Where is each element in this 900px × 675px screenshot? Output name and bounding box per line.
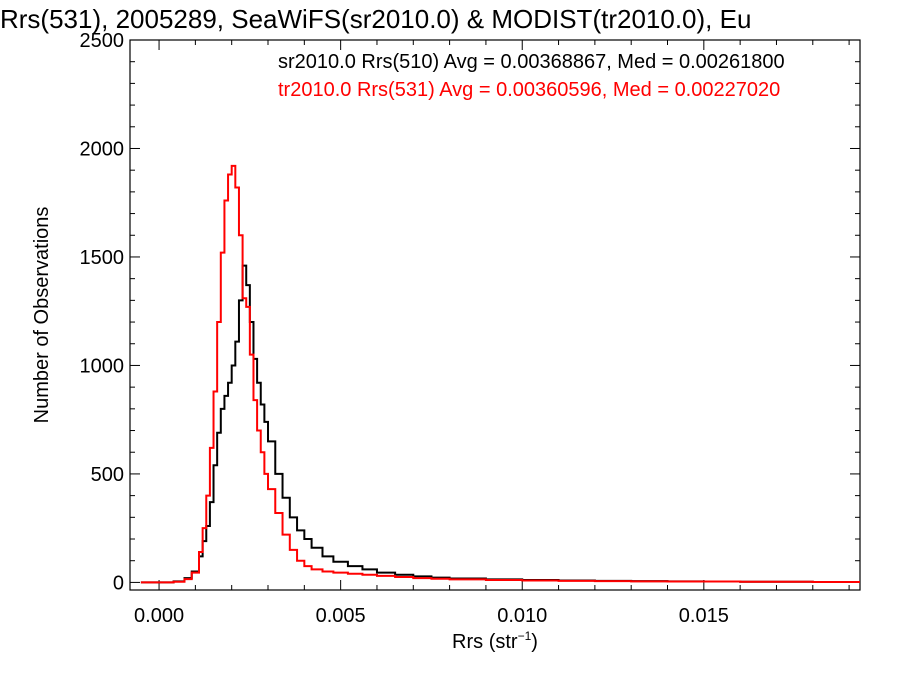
- x-axis-label-end: ): [531, 631, 538, 653]
- y-tick-label: 1500: [80, 247, 125, 269]
- series-group: [140, 164, 860, 584]
- y-axis: 0 500 1000 1500 2000 2500: [80, 30, 860, 594]
- x-tick-label: 0.000: [134, 605, 184, 627]
- x-tick-label: 0.015: [679, 605, 729, 627]
- x-axis: 0.000 0.005 0.010 0.015: [134, 40, 850, 627]
- legend-entry-black: sr2010.0 Rrs(510) Avg = 0.00368867, Med …: [278, 51, 785, 73]
- x-axis-label-main: Rrs (str: [452, 631, 518, 653]
- y-tick-label: 1000: [80, 355, 125, 377]
- x-axis-label: Rrs (str−1): [452, 629, 538, 653]
- plot-frame: [129, 39, 861, 591]
- y-tick-label: 500: [91, 464, 124, 486]
- legend-entry-red: tr2010.0 Rrs(531) Avg = 0.00360596, Med …: [278, 79, 780, 101]
- x-tick-label: 0.010: [497, 605, 547, 627]
- y-tick-label: 0: [113, 572, 124, 594]
- series-line-0: [140, 264, 860, 584]
- y-axis-label: Number of Observations: [31, 207, 53, 424]
- chart-title: Rrs(531), 2005289, SeaWiFS(sr2010.0) & M…: [0, 4, 751, 34]
- y-tick-label: 2000: [80, 138, 125, 160]
- series-line-1: [140, 164, 860, 584]
- y-tick-label: 2500: [80, 30, 125, 52]
- x-tick-label: 0.005: [316, 605, 366, 627]
- x-axis-label-superscript: −1: [518, 629, 532, 643]
